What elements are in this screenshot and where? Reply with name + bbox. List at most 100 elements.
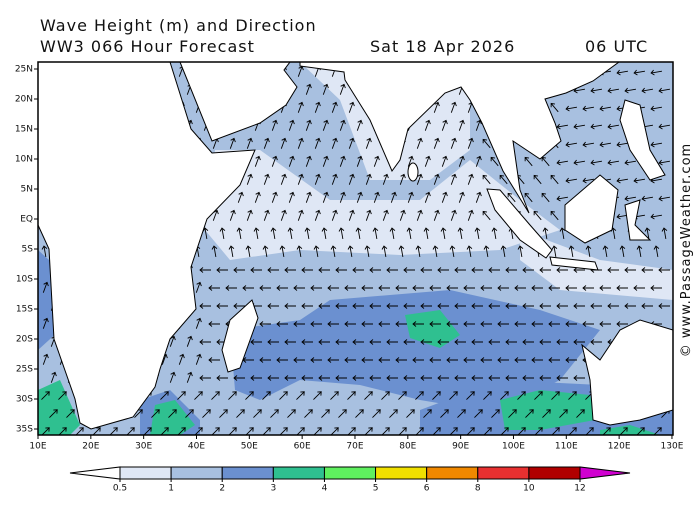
wave-arrow	[270, 409, 279, 418]
wave-arrow	[352, 267, 364, 273]
wave-arrow	[355, 227, 362, 240]
lat-label: 35S	[16, 425, 33, 435]
wave-arrow	[539, 303, 551, 309]
wave-arrow	[582, 105, 595, 112]
wave-arrow	[109, 427, 118, 435]
wave-arrow	[321, 227, 328, 240]
wave-arrow	[216, 267, 228, 273]
wave-arrow	[491, 227, 498, 240]
wave-arrow	[305, 83, 312, 95]
wave-arrow	[420, 375, 432, 381]
wave-arrow	[287, 409, 296, 418]
wave-arrow	[318, 375, 330, 381]
wave-arrow	[599, 141, 612, 148]
wave-arrow	[633, 285, 645, 291]
wave-arrow	[293, 321, 305, 327]
wave-arrow	[310, 357, 322, 363]
time: 06 UTC	[585, 37, 648, 56]
wave-arrow	[208, 321, 220, 327]
wave-arrow	[534, 391, 543, 400]
wave-arrow	[250, 267, 262, 273]
colorbar-label: 4	[322, 484, 328, 494]
wave-arrow	[624, 87, 637, 94]
wave-arrow	[556, 267, 568, 273]
wave-arrow	[246, 173, 253, 185]
wave-arrow	[522, 339, 534, 345]
wave-arrow	[386, 303, 398, 309]
wave-arrow	[335, 375, 347, 381]
wave-arrow	[177, 391, 186, 400]
wave-arrow	[301, 267, 313, 273]
colorbar-box	[170, 466, 223, 480]
wave-arrow	[641, 87, 654, 94]
wave-arrow	[424, 119, 431, 131]
wave-arrow	[339, 191, 346, 203]
wave-arrow	[590, 87, 603, 94]
wave-arrow	[199, 303, 211, 309]
wave-arrow	[42, 353, 49, 365]
wave-arrow	[322, 155, 329, 167]
wave-arrow	[440, 227, 447, 240]
wave-arrow	[467, 137, 474, 149]
wave-arrow	[321, 409, 330, 418]
wave-arrow	[361, 357, 373, 363]
wave-arrow	[524, 156, 533, 167]
colorbar-label: 2	[219, 484, 225, 494]
wave-arrow	[650, 213, 663, 220]
wave-arrow	[432, 427, 441, 435]
wave-arrow	[253, 227, 260, 240]
wave-arrow	[522, 303, 534, 309]
wave-arrow	[446, 285, 458, 291]
wave-arrow	[253, 409, 262, 418]
wave-arrow	[194, 427, 203, 435]
wave-arrow	[219, 409, 228, 418]
lat-label: 20S	[16, 335, 33, 345]
colorbar-label: 1	[168, 484, 174, 494]
wave-arrow	[556, 159, 569, 166]
wave-arrow	[585, 427, 594, 435]
wave-arrow	[267, 267, 279, 273]
wave-arrow	[449, 427, 458, 435]
wave-arrow	[322, 191, 329, 203]
wave-arrow	[636, 427, 645, 435]
wave-arrow	[548, 357, 560, 363]
wave-arrow	[619, 427, 628, 435]
wave-arrow	[582, 141, 595, 148]
wave-arrow	[514, 321, 526, 327]
wave-arrow	[403, 375, 415, 381]
wave-arrow	[539, 339, 551, 345]
wave-arrow	[386, 339, 398, 345]
wave-arrow	[361, 321, 373, 327]
wave-arrow	[624, 303, 636, 309]
wave-arrow	[497, 357, 509, 363]
wave-arrow	[437, 375, 449, 381]
wave-arrow	[293, 357, 305, 363]
wave-arrow	[641, 195, 654, 202]
wave-arrow	[250, 375, 262, 381]
wave-arrow	[348, 209, 355, 221]
wave-arrow	[573, 339, 585, 345]
wave-arrow	[386, 267, 398, 273]
wave-arrow	[412, 285, 424, 291]
wave-arrow	[280, 209, 287, 221]
lat-label: 5N	[21, 185, 33, 195]
wave-arrow	[500, 427, 509, 435]
wave-arrow	[446, 321, 458, 327]
wave-arrow	[219, 227, 226, 240]
high-area	[150, 400, 195, 435]
wave-arrow	[565, 321, 577, 327]
wave-arrow	[466, 391, 475, 400]
wave-arrow	[364, 391, 373, 400]
wave-arrow	[559, 227, 566, 240]
wave-arrow	[284, 339, 296, 345]
wave-arrow	[437, 339, 449, 345]
land-australia	[581, 319, 673, 426]
wave-arrow	[517, 391, 526, 400]
wave-arrow	[42, 317, 49, 329]
wave-arrow	[284, 375, 296, 381]
wave-arrow	[314, 173, 321, 185]
wave-arrow	[160, 427, 169, 435]
land-asia	[299, 62, 620, 214]
wave-arrow	[449, 245, 456, 258]
wave-arrow	[399, 209, 406, 221]
